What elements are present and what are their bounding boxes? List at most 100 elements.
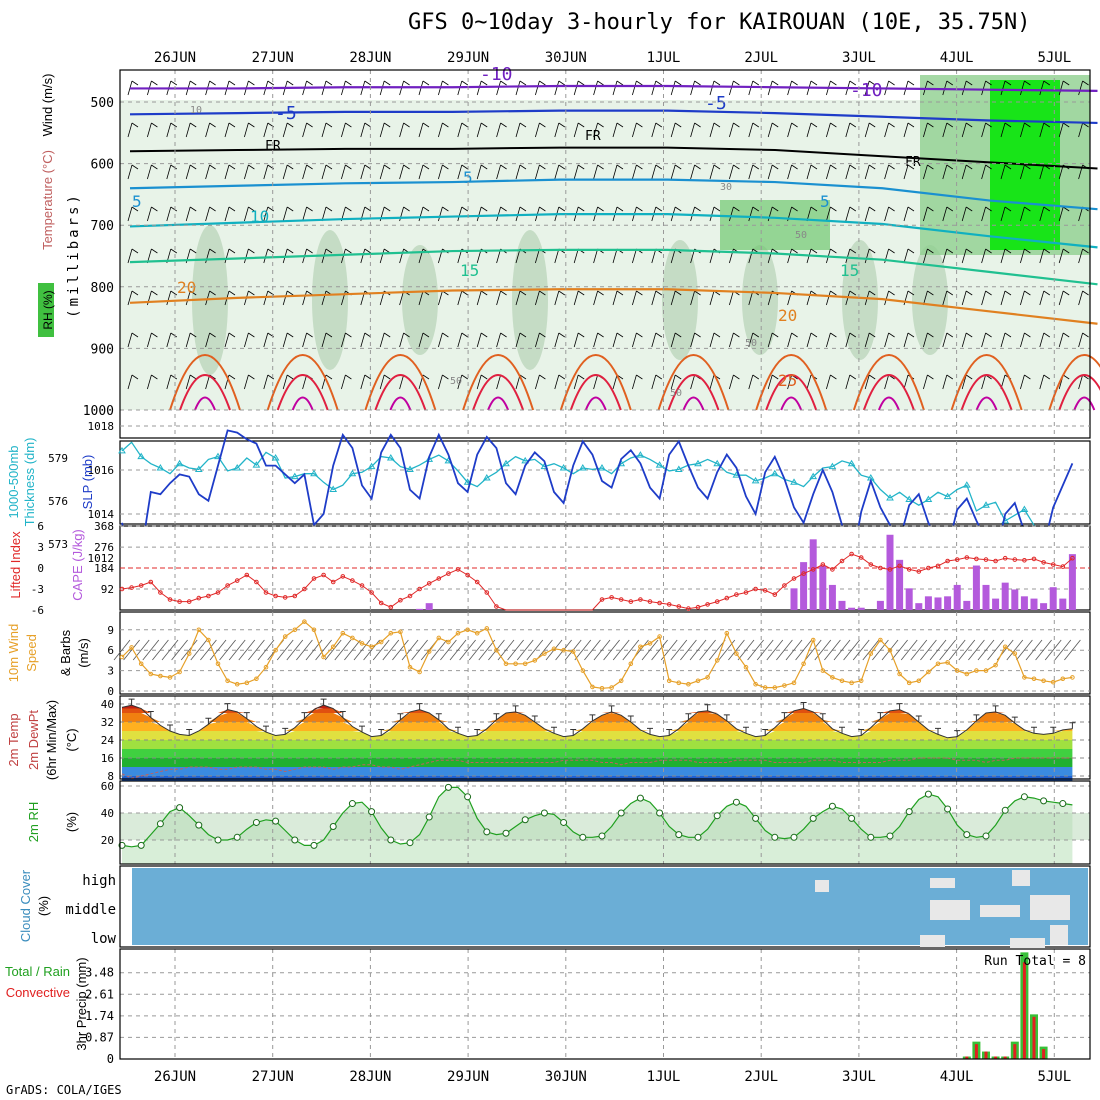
wind-barb (981, 164, 986, 180)
wind-barb-flag (946, 206, 954, 212)
wind-marker (609, 685, 614, 690)
wind-barb-flag (364, 332, 372, 338)
wind-barb-flag (558, 290, 566, 296)
li-marker (321, 572, 326, 578)
wind-barb-flag (888, 248, 895, 254)
wind-barb-flag (791, 248, 798, 254)
wind-barb (864, 164, 870, 180)
li-marker (906, 567, 912, 572)
wind-barb-10m (920, 639, 937, 661)
wind-barb (632, 374, 637, 390)
isotherm-35 (194, 396, 216, 411)
wind-barb-flag (888, 122, 895, 128)
wind-barb (1000, 248, 1006, 264)
wind-barb (651, 164, 657, 180)
temp-band (122, 731, 1073, 740)
wind-barb (282, 374, 288, 390)
wind-marker (1041, 678, 1046, 684)
wind-barb-10m (689, 639, 707, 661)
wind-barb-flag (1062, 290, 1070, 296)
cape-bar (905, 588, 913, 610)
li-marker (676, 604, 682, 609)
wind-barb-flag (771, 332, 779, 338)
wind-barb (942, 290, 948, 306)
temp-axis-label: (°C) (64, 728, 79, 751)
date-label-top: 3JUL (842, 50, 876, 66)
wind-barb-flag (810, 122, 818, 128)
wind-barb (399, 248, 404, 264)
precip-convective-bar (994, 1056, 998, 1059)
wind-barb-flag (364, 80, 372, 86)
wind-barb-flag (985, 164, 992, 170)
temperature-axis-label: Temperature (°C) (40, 150, 55, 250)
wind-marker (954, 668, 960, 673)
wind-barb-10m (1035, 639, 1052, 661)
rh-label: 50 (795, 230, 807, 241)
wind-barb-10m (449, 639, 467, 661)
rh-shade-mid (312, 230, 348, 370)
wind-barb (205, 122, 210, 138)
wind-barb (884, 332, 889, 348)
date-label-bottom: 27JUN (252, 1069, 294, 1085)
wind-barb-flag (946, 374, 954, 380)
wind-barb-10m (987, 639, 1004, 661)
li-marker (234, 578, 240, 583)
wind-barb (535, 290, 540, 306)
temp-axis-label: 2m Temp (6, 713, 21, 766)
rh-marker (963, 831, 971, 839)
cloud-fill (132, 868, 1088, 945)
wind-barb (205, 164, 210, 180)
wind-barb (690, 374, 695, 390)
li-line (121, 553, 1073, 611)
wind-barb-flag (248, 206, 255, 212)
wind-barb (302, 206, 307, 222)
wind-marker (206, 637, 211, 643)
wind-barb-flag (965, 332, 973, 338)
rh-line (121, 786, 1073, 848)
wind-axis-label: Wind (m/s) (40, 74, 55, 137)
wind-barb-10m (814, 639, 832, 661)
wind-barb (244, 332, 249, 348)
wind-barb-flag (810, 80, 818, 86)
thickness-marker (502, 459, 510, 467)
rh-marker (310, 841, 318, 849)
rh-tick-label: 20 (101, 834, 114, 847)
wind-barb (302, 122, 307, 138)
wind-marker (542, 651, 547, 656)
wind-barb-flag (442, 122, 449, 128)
wind-barb-flag (403, 332, 410, 338)
wind-marker (647, 641, 653, 646)
wind-barb (399, 122, 404, 138)
wind-barb (224, 122, 230, 138)
li-marker (618, 597, 624, 602)
wind-barb-flag (733, 206, 740, 212)
wind-barb (379, 374, 385, 390)
wind-barb-flag (868, 332, 876, 338)
wind-barb-10m (276, 639, 294, 661)
thickness-marker (482, 474, 491, 481)
wind-barb (1039, 164, 1045, 180)
wind-marker (801, 661, 806, 667)
wind-barb-flag (248, 164, 255, 170)
wind-barb-flag (461, 164, 469, 170)
wind-barb (282, 164, 288, 180)
wind-barb-10m (440, 639, 457, 661)
wind-barb-10m (507, 639, 524, 661)
wind-barb (942, 248, 948, 264)
slp-line (121, 429, 1074, 565)
wind-barb (942, 332, 948, 348)
wind-barb-flag (151, 122, 158, 128)
wind-barb-flag (151, 164, 158, 170)
li-marker (1002, 555, 1008, 561)
wind-barb-10m (545, 639, 563, 661)
wind-barb-10m (468, 639, 486, 661)
rh-shade-mid (402, 245, 438, 355)
wind-barb (670, 248, 676, 264)
wind-marker (225, 678, 230, 684)
slp-tick-label: 1014 (88, 508, 115, 521)
wind-barb (806, 374, 812, 390)
wind-barb (573, 374, 579, 390)
wind-barb (496, 290, 501, 306)
rh-marker (905, 808, 913, 816)
li-marker (330, 579, 336, 585)
